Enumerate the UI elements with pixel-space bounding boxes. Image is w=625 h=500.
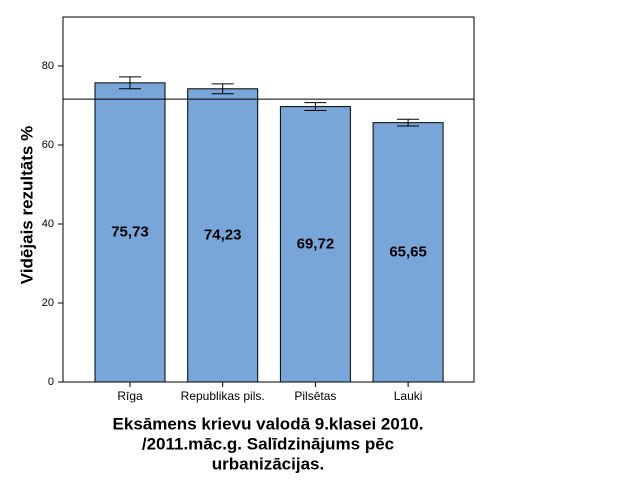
y-tick-label: 40 [42, 218, 54, 230]
bar [279, 106, 351, 383]
value-label: 69,72 [297, 235, 335, 252]
x-axis-label: Eksāmens krievu valodā 9.klasei 2010. [113, 414, 424, 433]
x-tick-label: Pilsētas [294, 389, 336, 403]
x-tick-label: Rīga [117, 389, 143, 403]
value-label: 65,65 [389, 243, 427, 260]
y-tick-label: 0 [48, 376, 54, 388]
y-tick-label: 80 [42, 60, 54, 72]
y-axis-label: Vidējais rezultāts % [17, 126, 36, 284]
x-axis-label: urbanizācijas. [212, 454, 324, 473]
value-label: 74,23 [204, 226, 242, 243]
value-label: 75,73 [111, 223, 149, 240]
plot-frame [62, 16, 475, 383]
bar [372, 122, 444, 383]
x-tick-label: Republikas pils. [181, 389, 265, 403]
x-tick-label: Lauki [394, 389, 423, 403]
y-tick-label: 20 [42, 297, 54, 309]
y-tick-label: 60 [42, 139, 54, 151]
x-axis-label: /2011.māc.g. Salīdzinājums pēc [142, 434, 394, 453]
bar [187, 88, 259, 383]
